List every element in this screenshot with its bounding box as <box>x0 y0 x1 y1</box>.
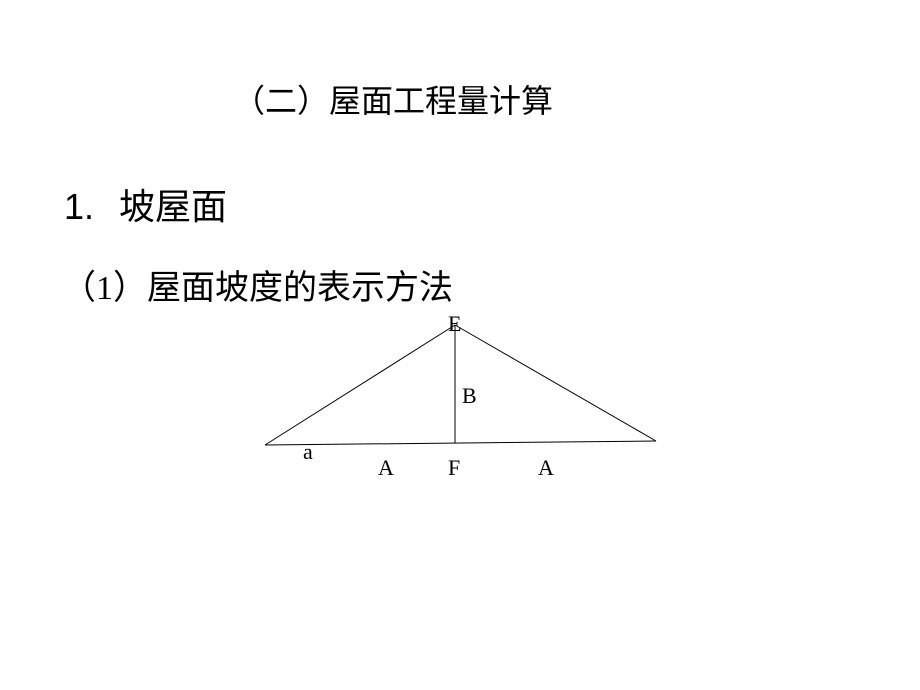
heading-text: 坡屋面 <box>119 187 227 227</box>
label-E: E <box>448 311 461 337</box>
label-F: F <box>448 455 460 481</box>
label-A-right: A <box>538 455 554 481</box>
label-A-left: A <box>378 455 394 481</box>
label-a: a <box>303 439 313 465</box>
title-text: （二）屋面工程量计算 <box>233 83 553 119</box>
label-B: B <box>462 383 477 409</box>
section-heading: 1. 坡屋面 <box>64 178 227 230</box>
subheading: （1）屋面坡度的表示方法 <box>62 260 453 309</box>
triangle-diagram: E B a A F A <box>260 315 680 475</box>
subheading-text: （1）屋面坡度的表示方法 <box>62 270 453 307</box>
heading-number: 1. <box>64 186 94 227</box>
slide-title: （二）屋面工程量计算 <box>233 76 553 122</box>
